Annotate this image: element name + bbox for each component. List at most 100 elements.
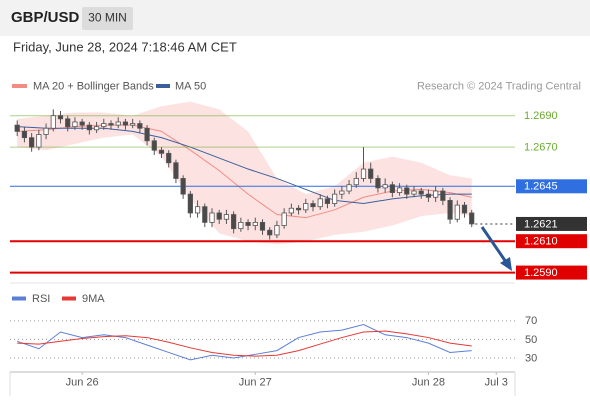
legend-swatch	[156, 84, 170, 88]
candle-body	[21, 130, 28, 139]
level-label: 1.2610	[524, 236, 558, 248]
candle-body	[209, 212, 215, 223]
legend-swatch	[12, 296, 26, 301]
y-tick-label: 30	[525, 352, 537, 364]
candle-body	[57, 115, 64, 120]
indicator-line	[17, 330, 472, 357]
candle-body	[29, 137, 35, 148]
candle-body	[202, 206, 208, 223]
x-tick-label: Jun 27	[239, 376, 272, 388]
level-tag	[516, 234, 587, 249]
candle-body	[440, 190, 446, 201]
candle-body	[158, 149, 165, 154]
candle-body	[173, 162, 179, 179]
candle-body	[382, 184, 388, 189]
candle-body	[223, 214, 230, 220]
candle-body	[72, 121, 78, 128]
candle-body	[65, 118, 71, 128]
candle-body	[267, 229, 273, 236]
candle-body	[425, 193, 432, 198]
level-tag	[516, 265, 587, 280]
candle-body	[310, 203, 316, 208]
candle-body	[238, 221, 244, 230]
candle-body	[50, 115, 56, 129]
timestamp: Friday, June 28, 2024 7:18:46 AM CET	[13, 39, 237, 54]
candle-body	[101, 123, 107, 128]
level-label: 1.2690	[524, 110, 558, 122]
forecast-arrowhead	[500, 257, 512, 271]
candle-body	[166, 152, 172, 164]
candle-body	[332, 193, 338, 204]
candle-body	[144, 127, 150, 142]
candle-body	[295, 207, 302, 211]
candle-body	[252, 221, 258, 226]
candle-body	[360, 168, 367, 179]
candle-body	[180, 178, 186, 195]
candle-body	[137, 123, 143, 129]
candle-body	[93, 126, 100, 131]
symbol: GBP/USD	[11, 9, 80, 26]
candle-body	[187, 193, 193, 214]
candle-body	[389, 184, 395, 193]
candle-body	[43, 127, 49, 135]
x-tick-label: Jul 3	[485, 376, 508, 388]
legend-swatch	[12, 84, 27, 88]
level-label: 1.2621	[524, 218, 558, 230]
legend-label: 9MA	[82, 293, 105, 305]
candle-body	[288, 207, 294, 214]
bollinger-band	[17, 101, 472, 245]
candle-body	[418, 190, 424, 195]
legend-label: RSI	[32, 293, 50, 305]
candle-body	[259, 221, 266, 231]
legend-label: MA 50	[175, 80, 206, 92]
candle-body	[115, 121, 121, 126]
level-label: 1.2670	[524, 141, 558, 153]
candle-body	[461, 204, 468, 214]
forecast-arrow	[480, 226, 508, 263]
candle-body	[14, 124, 20, 132]
source-label: Research © 2024 Trading Central	[417, 80, 581, 92]
x-tick-label: Jun 26	[66, 376, 99, 388]
candle-body	[469, 212, 475, 225]
candle-body	[339, 190, 345, 195]
indicator-line	[17, 324, 472, 361]
candle-body	[396, 187, 403, 193]
level-label: 1.2645	[524, 181, 558, 193]
candle-body	[216, 212, 222, 220]
candle-body	[274, 225, 280, 236]
legend-label: MA 20 + Bollinger Bands	[33, 80, 154, 92]
candle-body	[130, 123, 136, 126]
y-tick-label: 70	[525, 315, 537, 327]
candle-body	[281, 212, 287, 226]
candle-body	[86, 124, 92, 131]
legend-swatch	[62, 296, 76, 301]
candle-body	[79, 121, 85, 126]
interval-button[interactable]	[82, 7, 133, 30]
level-tag	[516, 179, 587, 194]
candle-body	[454, 204, 460, 220]
candle-body	[447, 200, 453, 220]
candle-body	[324, 198, 331, 204]
candle-body	[317, 198, 323, 208]
candle-body	[433, 190, 439, 198]
level-tag	[516, 216, 587, 231]
candle-body	[353, 178, 359, 186]
level-label: 1.2590	[524, 267, 558, 279]
candle-body	[368, 168, 374, 179]
candle-body	[151, 140, 157, 151]
candle-body	[303, 203, 309, 211]
x-tick-label: Jun 28	[412, 376, 445, 388]
candle-body	[36, 134, 42, 148]
candle-body	[194, 206, 201, 214]
candle-body	[231, 214, 237, 230]
y-tick-label: 50	[525, 334, 537, 346]
candle-body	[404, 187, 410, 195]
plot-layer: 1.2690 1.2670 1.2645 1.2621 1.2610 1.2590 MA 2…	[10, 80, 587, 388]
candle-body	[346, 184, 352, 192]
candle-body	[108, 123, 114, 126]
interval-label[interactable]: 30 MIN	[88, 11, 127, 25]
candle-body	[122, 121, 129, 126]
candle-body	[411, 190, 417, 195]
candle-body	[375, 178, 381, 189]
